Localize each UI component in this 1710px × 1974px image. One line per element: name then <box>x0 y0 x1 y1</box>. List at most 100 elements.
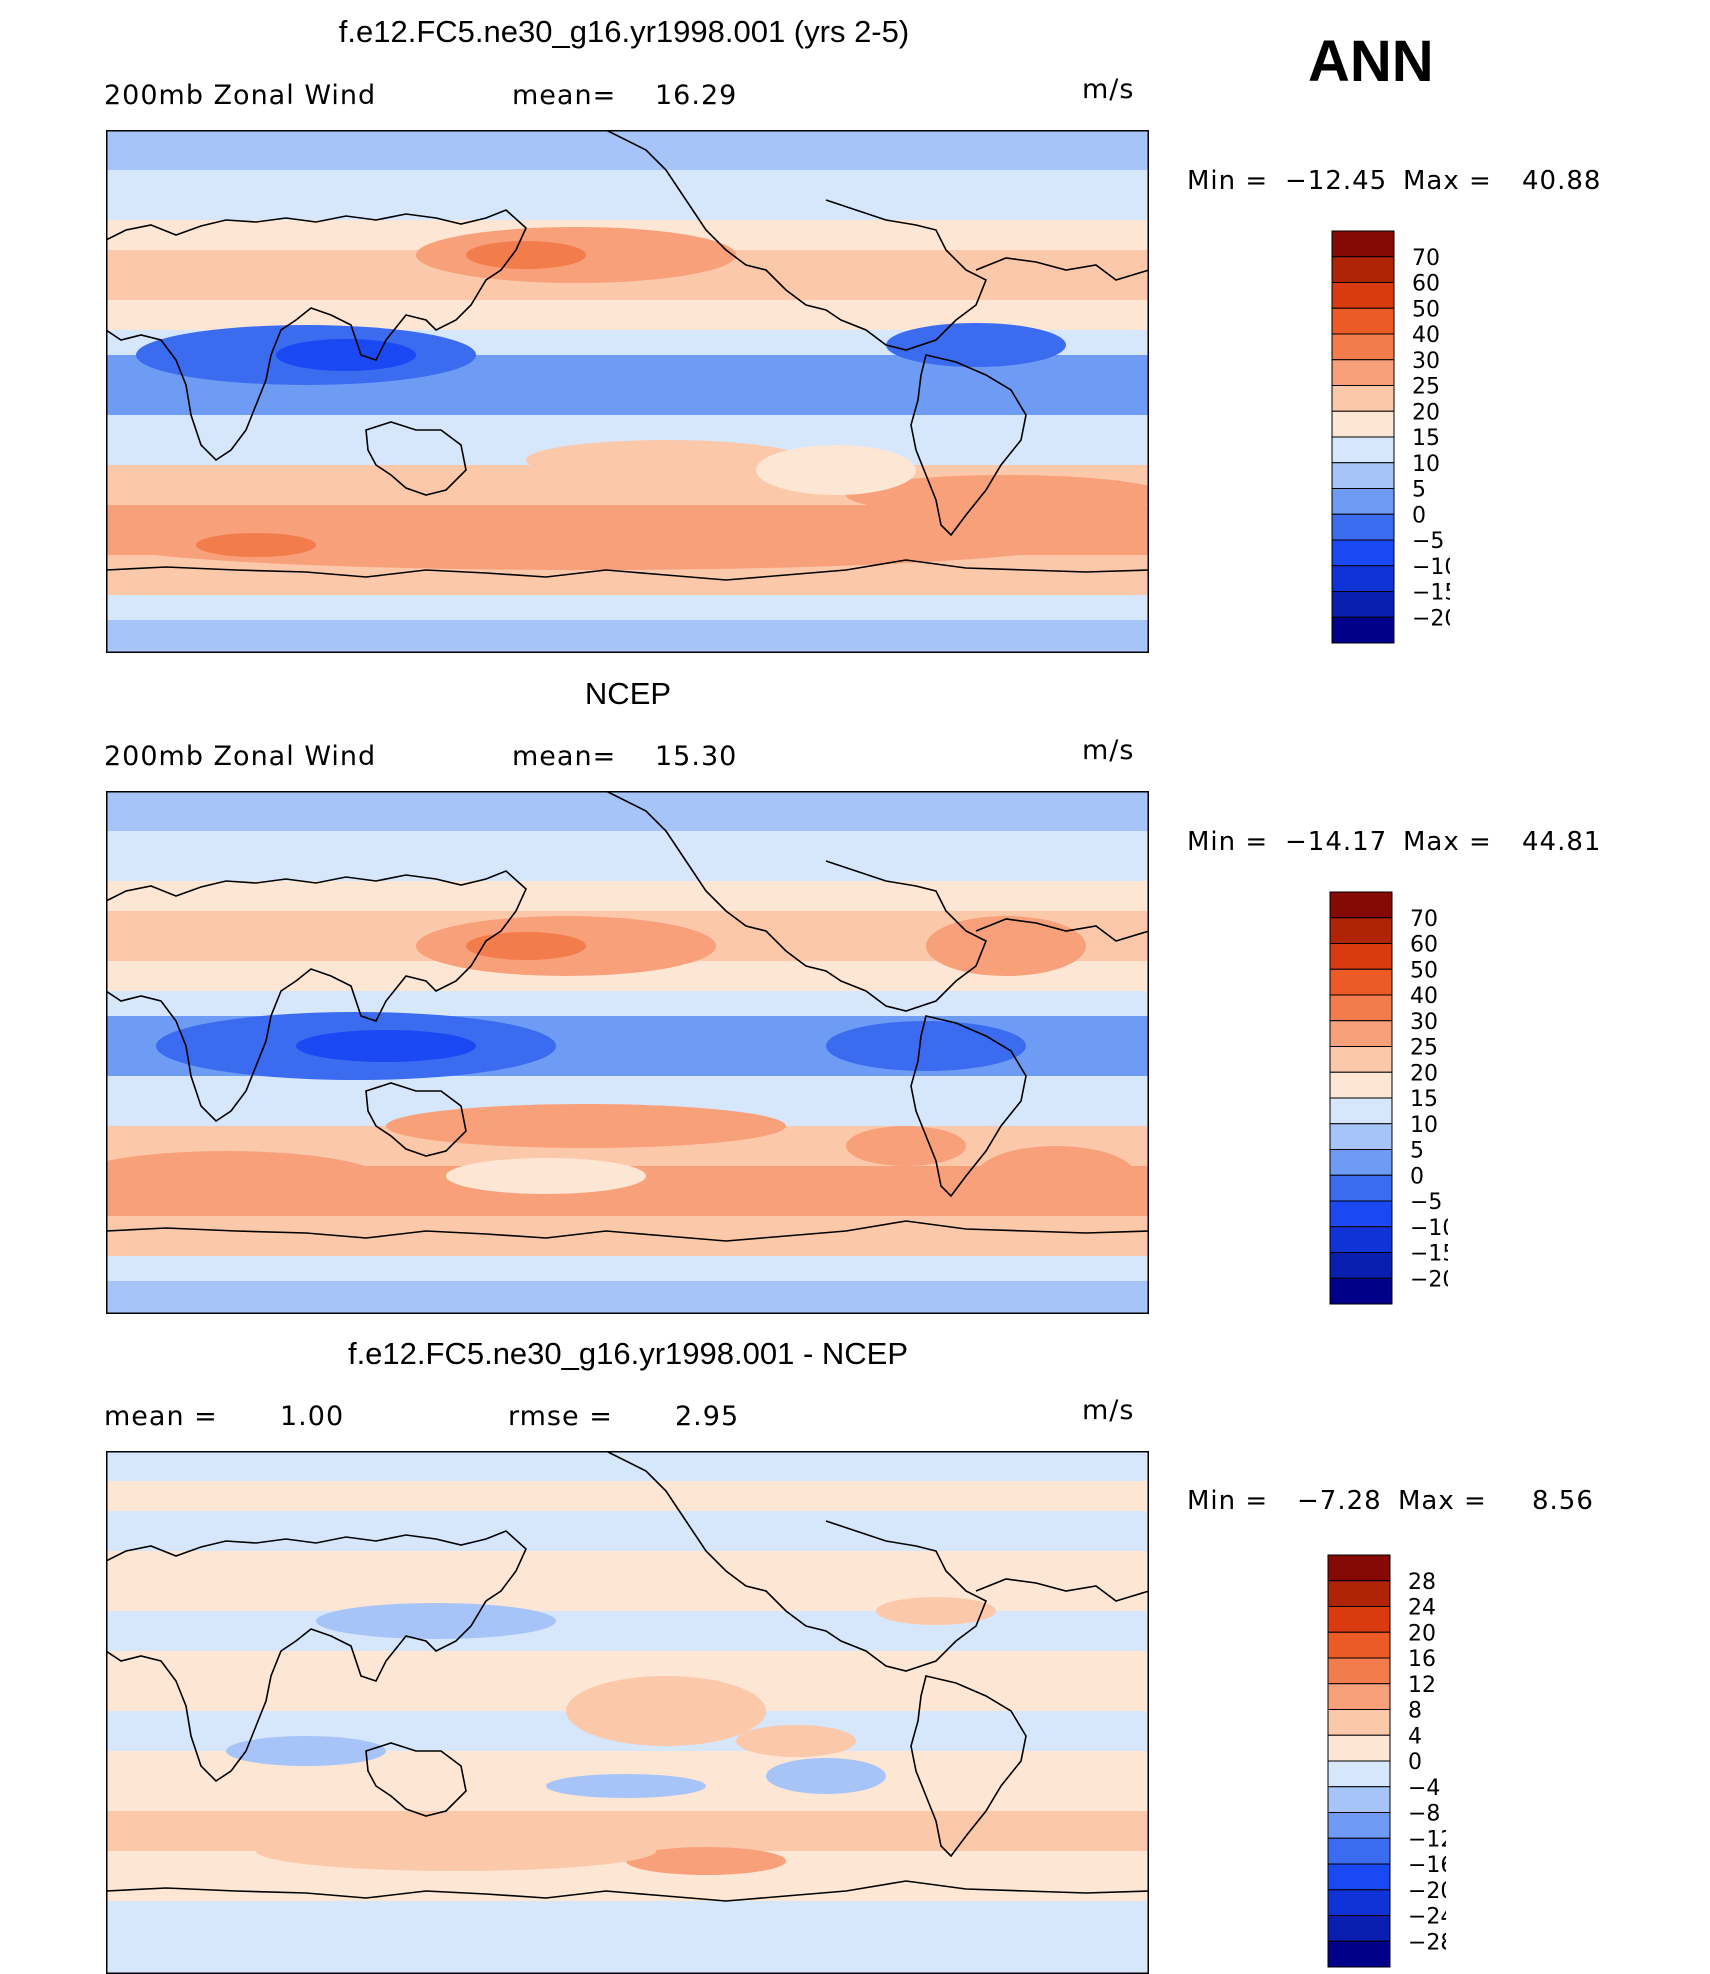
colorbar-label: −4 <box>1408 1776 1440 1801</box>
coastline <box>975 257 1149 281</box>
colorbar-label: 25 <box>1412 375 1440 400</box>
colorbar-box <box>1327 1940 1391 1968</box>
colorbar-label: −20 <box>1412 606 1450 631</box>
colorbar-label: −20 <box>1408 1879 1446 1904</box>
field-band <box>106 170 1149 220</box>
field-band <box>106 831 1149 881</box>
colorbar-box <box>1327 1631 1391 1659</box>
coastline <box>605 1451 988 1672</box>
panel3-min-label: Min = <box>1187 1486 1269 1516</box>
field-anomaly <box>886 1661 1046 1701</box>
coastline <box>975 918 1149 942</box>
colorbar-label: −10 <box>1412 555 1450 580</box>
panel1-units: m/s <box>1082 74 1135 105</box>
colorbar-label: 50 <box>1410 958 1438 983</box>
field-anomaly <box>736 1725 856 1757</box>
colorbar-box <box>1327 1683 1391 1710</box>
field-anomaly <box>766 1758 886 1794</box>
colorbar-label: −8 <box>1408 1802 1440 1827</box>
field-band <box>106 881 1149 911</box>
colorbar-box <box>1329 994 1393 1022</box>
panel3-map <box>106 1451 1149 1974</box>
field-band <box>106 991 1149 1016</box>
panel3-max-value: 8.56 <box>1532 1486 1594 1516</box>
field-anomaly <box>226 1736 386 1766</box>
colorbar-label: 0 <box>1410 1164 1424 1189</box>
panel2-min-value: −14.17 <box>1285 827 1388 857</box>
colorbar-box <box>1327 1580 1391 1607</box>
colorbar-box <box>1327 1734 1391 1762</box>
colorbar-label: 20 <box>1410 1061 1438 1086</box>
colorbar-label: 10 <box>1412 452 1440 477</box>
colorbar-label: 70 <box>1410 907 1438 932</box>
panel1-mean-label: mean= <box>512 80 617 111</box>
colorbar-label: −16 <box>1408 1853 1446 1878</box>
panel2-max-value: 44.81 <box>1522 827 1602 857</box>
colorbar-label: 8 <box>1408 1699 1422 1724</box>
colorbar-label: −5 <box>1410 1190 1442 1215</box>
coastline <box>975 1578 1149 1602</box>
colorbar-box <box>1331 282 1395 309</box>
colorbar-label: −28 <box>1408 1930 1446 1955</box>
panel1-map <box>106 130 1149 653</box>
field-anomaly <box>466 932 586 960</box>
panel1-max-label: Max = <box>1403 166 1492 196</box>
colorbar-label: 16 <box>1408 1647 1436 1672</box>
colorbar-box <box>1327 1709 1391 1736</box>
colorbar-box <box>1329 917 1393 944</box>
colorbar-box <box>1331 488 1395 515</box>
panel1-max-value: 40.88 <box>1522 166 1602 196</box>
field-anomaly <box>196 533 316 557</box>
coastline <box>365 421 467 496</box>
panel1-field-label: 200mb Zonal Wind <box>104 80 377 111</box>
colorbar-label: 10 <box>1410 1113 1438 1138</box>
field-band <box>106 1216 1149 1256</box>
panel2-title: NCEP <box>584 676 672 711</box>
colorbar-label: 25 <box>1410 1036 1438 1061</box>
panel3-units: m/s <box>1082 1395 1135 1426</box>
coastline <box>106 1530 527 1783</box>
panel3-mean-label: mean = <box>104 1401 218 1432</box>
field-anomaly <box>316 1603 556 1639</box>
colorbar-box <box>1331 359 1395 386</box>
coastline <box>106 1220 1149 1242</box>
panel2-field-label: 200mb Zonal Wind <box>104 741 377 772</box>
colorbar-box <box>1329 1097 1393 1125</box>
colorbar-label: 15 <box>1412 426 1440 451</box>
colorbar-box <box>1327 1863 1391 1891</box>
colorbar-box <box>1327 1812 1391 1839</box>
panel3-min-value: −7.28 <box>1297 1486 1382 1516</box>
coastline <box>605 791 988 1012</box>
colorbar-box <box>1331 230 1395 258</box>
field-anomaly <box>106 510 1086 570</box>
colorbar-label: 4 <box>1408 1724 1422 1749</box>
colorbar-box <box>1329 1046 1393 1073</box>
colorbar-label: 5 <box>1410 1139 1424 1164</box>
colorbar-box <box>1329 1252 1393 1279</box>
colorbar-label: 60 <box>1412 272 1440 297</box>
coastline <box>910 354 1027 537</box>
colorbar-box <box>1329 968 1393 996</box>
field-anomaly <box>826 1021 1026 1071</box>
field-band <box>106 1931 1149 1974</box>
colorbar-box <box>1331 616 1395 644</box>
colorbar-box <box>1331 256 1395 283</box>
colorbar-label: 40 <box>1410 984 1438 1009</box>
colorbar-label: 60 <box>1410 933 1438 958</box>
field-anomaly <box>846 475 1149 515</box>
map-frame <box>106 130 1149 653</box>
field-band <box>106 1611 1149 1651</box>
field-anomaly <box>626 1847 786 1875</box>
colorbar-box <box>1329 1174 1393 1202</box>
colorbar-label: −5 <box>1412 529 1444 554</box>
field-anomaly <box>106 1151 386 1211</box>
colorbar-box <box>1327 1915 1391 1942</box>
colorbar-box <box>1331 307 1395 335</box>
field-anomaly <box>296 1030 476 1062</box>
field-band <box>106 1451 1149 1481</box>
field-band <box>106 1481 1149 1511</box>
field-anomaly <box>876 1597 996 1625</box>
field-anomaly <box>976 1146 1136 1206</box>
map-frame <box>106 791 1149 1314</box>
